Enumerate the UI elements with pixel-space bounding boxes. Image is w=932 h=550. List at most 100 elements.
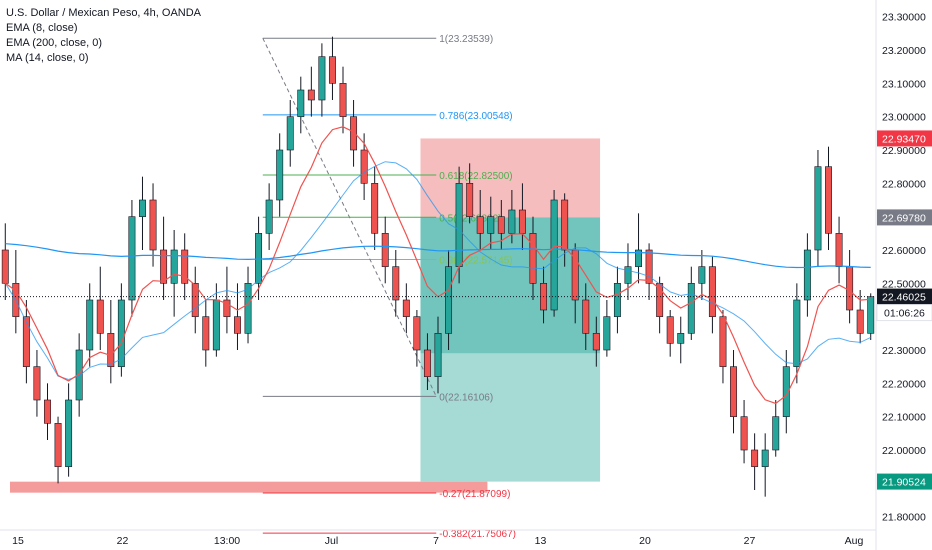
candle-body[interactable] — [677, 333, 685, 344]
candle-body[interactable] — [687, 283, 695, 334]
ma14-line[interactable] — [4, 161, 871, 381]
candle-body[interactable] — [44, 399, 51, 424]
support-band[interactable] — [10, 481, 488, 493]
candle-body[interactable] — [751, 449, 759, 467]
candle-body[interactable] — [65, 399, 73, 467]
candle-body[interactable] — [772, 416, 780, 451]
candle-body[interactable] — [508, 209, 516, 234]
indicator-ma14-label[interactable]: MA (14, close, 0) — [6, 52, 89, 64]
candle-body[interactable] — [719, 316, 727, 367]
candle-body[interactable] — [656, 283, 664, 317]
candle-body[interactable] — [582, 299, 590, 334]
candle-body[interactable] — [128, 216, 136, 301]
candle-body[interactable] — [835, 233, 843, 267]
candle-body[interactable] — [234, 316, 241, 334]
candle-body[interactable] — [181, 249, 189, 284]
candle-body[interactable] — [223, 299, 231, 317]
candle-body[interactable] — [276, 149, 284, 201]
candle-body[interactable] — [645, 249, 653, 284]
candle-body[interactable] — [96, 299, 104, 334]
candle-body[interactable] — [455, 183, 463, 267]
candle-body[interactable] — [497, 216, 505, 234]
candle-body[interactable] — [825, 166, 832, 234]
candle-body[interactable] — [371, 183, 379, 234]
candle-body[interactable] — [550, 199, 558, 311]
price-label-text: 21.90524 — [882, 477, 926, 489]
candle-body[interactable] — [814, 166, 822, 251]
candle-body[interactable] — [803, 249, 811, 301]
candle-body[interactable] — [518, 209, 526, 234]
take-profit-zone[interactable] — [420, 353, 601, 482]
time-tick-label: Aug — [845, 535, 864, 547]
candle-body[interactable] — [318, 56, 326, 101]
candle-body[interactable] — [75, 349, 83, 401]
candle-body[interactable] — [730, 366, 737, 417]
position-zones — [10, 138, 601, 493]
candle-body[interactable] — [107, 333, 115, 367]
price-tick-label: 22.10000 — [882, 412, 926, 424]
candle-body[interactable] — [592, 333, 600, 351]
candle-body[interactable] — [307, 89, 315, 101]
candle-body[interactable] — [698, 266, 706, 284]
candle-body[interactable] — [445, 266, 453, 334]
fib-level-label: 0(22.16106) — [439, 392, 493, 403]
candle-body[interactable] — [139, 199, 146, 217]
candle-body[interactable] — [487, 216, 495, 234]
fib-level-label: 0.618(22.82500) — [439, 171, 512, 182]
candle-body[interactable] — [339, 83, 347, 117]
candle-body[interactable] — [265, 199, 273, 234]
candle-body[interactable] — [350, 116, 358, 151]
candle-body[interactable] — [793, 299, 801, 367]
candle-body[interactable] — [624, 266, 632, 284]
candle-body[interactable] — [708, 266, 716, 317]
candle-body[interactable] — [856, 309, 864, 334]
candle-body[interactable] — [170, 249, 178, 284]
candle-body[interactable] — [1, 249, 9, 284]
candle-body[interactable] — [202, 316, 210, 351]
candle-body[interactable] — [255, 233, 263, 284]
candle-body[interactable] — [149, 199, 157, 251]
candle-body[interactable] — [434, 333, 442, 377]
candle-body[interactable] — [613, 283, 621, 317]
candle-body[interactable] — [423, 349, 431, 377]
candle-body[interactable] — [635, 249, 642, 267]
candle-body[interactable] — [22, 316, 30, 367]
candle-body[interactable] — [782, 366, 790, 417]
candle-body[interactable] — [466, 183, 474, 217]
candle-body[interactable] — [571, 249, 579, 301]
candle-body[interactable] — [529, 233, 537, 284]
candle-body[interactable] — [740, 416, 748, 451]
candle-body[interactable] — [761, 449, 769, 467]
candle-body[interactable] — [413, 316, 421, 351]
candle-body[interactable] — [392, 266, 400, 301]
candle-body[interactable] — [297, 89, 305, 117]
candle-body[interactable] — [54, 423, 62, 467]
candle-body[interactable] — [603, 316, 611, 351]
candle-body[interactable] — [191, 283, 199, 317]
candle-body[interactable] — [212, 299, 220, 351]
fib-level-label: 0.786(23.00548) — [439, 111, 512, 122]
candle-body[interactable] — [561, 199, 569, 251]
candle-body[interactable] — [666, 316, 674, 344]
price-tick-label: 22.50000 — [882, 278, 926, 290]
candle-body[interactable] — [402, 299, 410, 317]
candle-body[interactable] — [360, 149, 368, 184]
indicator-ema8-label[interactable]: EMA (8, close) — [6, 22, 78, 34]
candlestick-series — [1, 36, 875, 497]
fib-level-label: 0.5(22.69822) — [439, 213, 501, 224]
ema200-line[interactable] — [5, 243, 871, 269]
candle-body[interactable] — [476, 216, 484, 234]
candle-body[interactable] — [328, 56, 336, 84]
candle-body[interactable] — [244, 283, 252, 334]
candle-body[interactable] — [160, 249, 168, 284]
stop-loss-zone[interactable] — [420, 138, 601, 218]
candle-body[interactable] — [286, 116, 294, 151]
candle-body[interactable] — [846, 266, 854, 311]
candle-body[interactable] — [381, 233, 389, 267]
candle-body[interactable] — [86, 299, 94, 351]
indicator-ema200-label[interactable]: EMA (200, close, 0) — [6, 37, 102, 49]
candle-body[interactable] — [33, 366, 41, 401]
fib-trend-line[interactable] — [262, 37, 437, 397]
candle-body[interactable] — [867, 296, 875, 334]
